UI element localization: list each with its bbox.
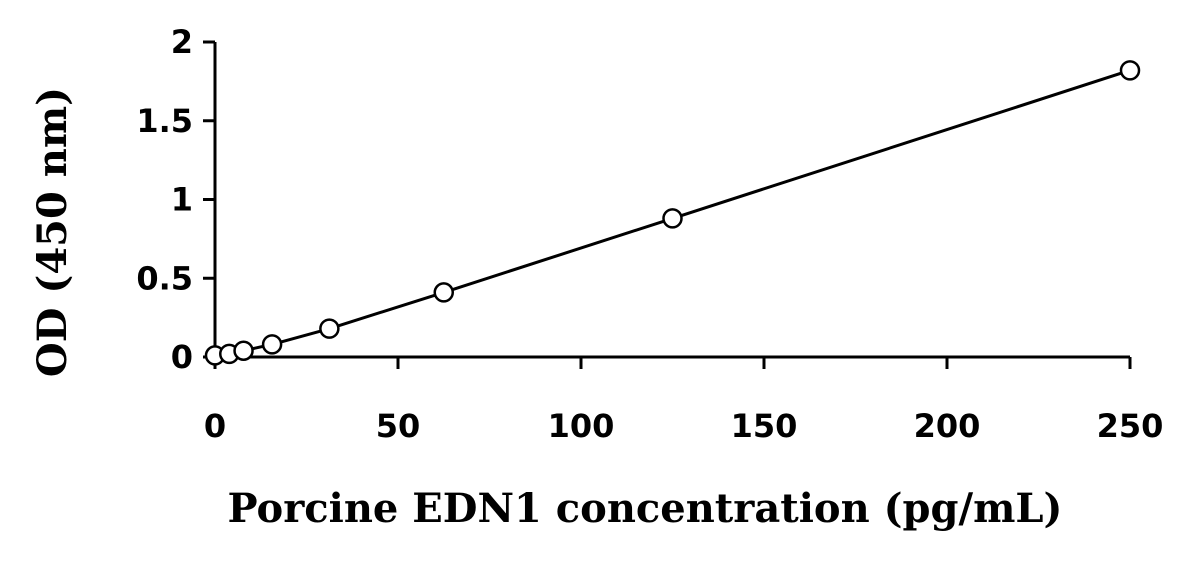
- series-layer: [204, 60, 1141, 366]
- y-ticks: 0 0.5 1 1.5 2: [136, 23, 215, 376]
- x-axis-title: Porcine EDN1 concentration (pg/mL): [228, 485, 1063, 532]
- x-tick-label: 50: [376, 407, 421, 445]
- y-tick-label: 2: [171, 23, 193, 61]
- data-point: [233, 340, 254, 361]
- data-point: [319, 318, 340, 339]
- x-tick-label: 250: [1097, 407, 1164, 445]
- y-tick-label: 1: [171, 181, 193, 219]
- x-tick-label: 150: [731, 407, 798, 445]
- data-point: [1119, 60, 1141, 81]
- x-tick-label: 100: [548, 407, 615, 445]
- x-ticks: 0 50 100 150 200 250: [204, 357, 1164, 445]
- plot-area: 0 0.5 1 1.5 2 0 50 100 150 200 250: [136, 23, 1163, 445]
- y-axis-title: OD (450 nm): [29, 87, 76, 377]
- data-point: [662, 208, 683, 229]
- y-tick-label: 0.5: [136, 259, 193, 297]
- y-tick-label: 0: [171, 338, 193, 376]
- x-tick-label: 200: [914, 407, 981, 445]
- data-point: [261, 334, 283, 355]
- data-point: [433, 282, 454, 303]
- y-tick-label: 1.5: [136, 102, 193, 140]
- x-tick-label: 0: [204, 407, 226, 445]
